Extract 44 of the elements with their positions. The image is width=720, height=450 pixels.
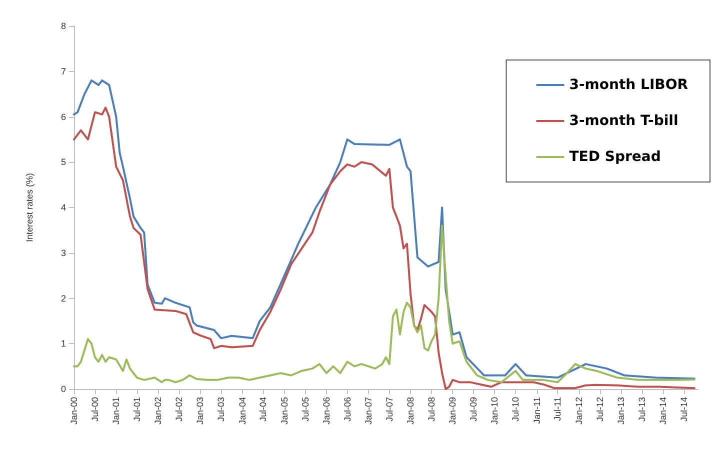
x-tick-label: Jan-07 — [363, 397, 374, 425]
x-tick-label: Jul-03 — [216, 397, 226, 422]
y-tick-label: 4 — [60, 202, 66, 212]
legend-label: TED Spread — [569, 149, 661, 165]
x-tick-label: Jul-13 — [636, 397, 647, 422]
legend-label: 3-month T-bill — [569, 113, 678, 129]
y-tick-label: 1 — [60, 338, 66, 349]
y-tick-label: 8 — [60, 21, 66, 31]
y-tick-label: 7 — [60, 66, 66, 76]
y-tick-label: 0 — [60, 384, 66, 394]
y-tick-label: 3 — [60, 248, 66, 258]
line-series — [73, 224, 696, 384]
x-tick-label: Jan-05 — [279, 397, 290, 425]
y-tick-label: 6 — [60, 112, 66, 122]
x-tick-label: Jan-11 — [532, 397, 542, 424]
y-tick-label: 2 — [60, 293, 66, 304]
x-tick-label: Jul-01 — [132, 397, 142, 422]
x-tick-label: Jan-13 — [616, 397, 626, 425]
x-tick-label: Jul-04 — [258, 397, 268, 422]
x-tick-label: Jan-10 — [490, 397, 500, 425]
x-tick-label: Jan-08 — [406, 397, 416, 425]
x-tick-label: Jan-14 — [658, 397, 668, 425]
y-tick-label: 5 — [60, 157, 66, 168]
x-tick-label: Jul-07 — [384, 397, 394, 422]
x-tick-label: Jul-05 — [300, 397, 310, 422]
x-tick-label: Jul-14 — [678, 397, 689, 422]
x-tick-label: Jan-03 — [195, 397, 206, 425]
y-axis-title: Interest rates (%) — [24, 172, 34, 242]
x-tick-label: Jan-09 — [448, 397, 458, 425]
x-tick-label: Jan-12 — [574, 397, 584, 425]
x-tick-label: Jul-00 — [90, 397, 100, 422]
x-tick-label: Jul-09 — [468, 397, 479, 422]
x-tick-label: Jul-10 — [510, 397, 521, 422]
x-tick-label: Jul-02 — [174, 397, 184, 422]
x-tick-label: Jul-11 — [552, 397, 563, 421]
x-tick-label: Jan-06 — [321, 397, 332, 425]
x-tick-label: Jan-00 — [69, 397, 79, 425]
x-tick-label: Jan-01 — [111, 397, 122, 425]
x-tick-label: Jul-06 — [342, 397, 352, 422]
x-tick-label: Jan-02 — [153, 397, 164, 425]
x-tick-label: Jan-04 — [237, 397, 248, 425]
x-tick-label: Jul-08 — [426, 397, 436, 422]
legend-label: 3-month LIBOR — [569, 77, 688, 93]
x-tick-label: Jul-12 — [594, 397, 605, 422]
